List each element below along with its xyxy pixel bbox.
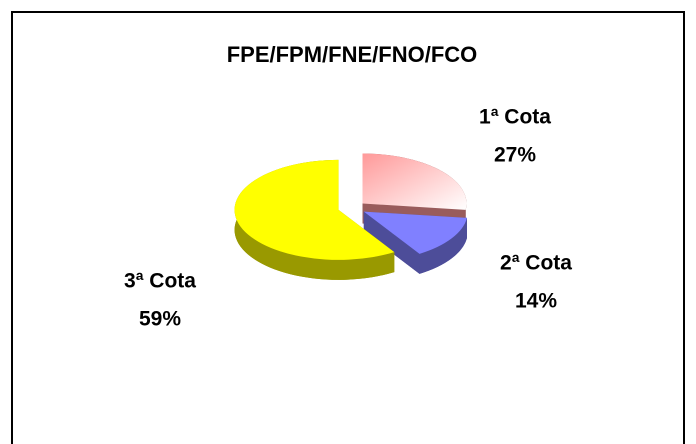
slice-side [419,217,468,274]
slice-label: 1ª Cota [479,106,551,129]
slice-label: 2ª Cota [500,252,572,275]
slice [362,153,467,210]
slice-label: 3ª Cota [124,270,196,293]
chart-title: FPE/FPM/FNE/FNO/FCO [227,42,478,67]
slice [234,159,395,260]
slice-edge [363,211,420,274]
slice-value-label: 14% [515,290,557,313]
slice [363,211,468,254]
slice-value-label: 27% [494,144,536,167]
slice-value-label: 59% [139,308,181,331]
